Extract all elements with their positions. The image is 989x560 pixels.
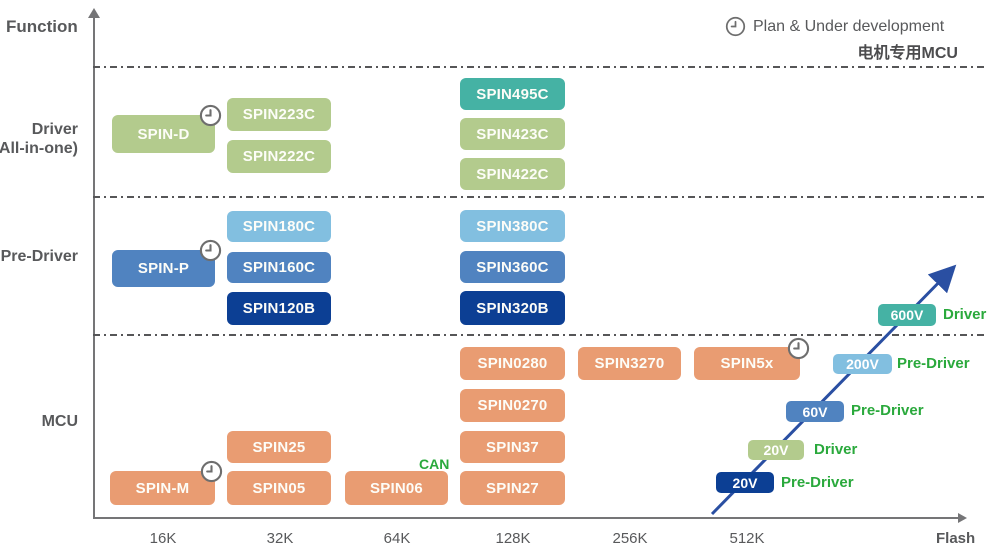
voltage-chip-60v-predriver: 60V [786,401,844,422]
product-box-spin222c: SPIN222C [227,140,331,173]
product-box-spin-m: SPIN-M [110,471,215,505]
x-axis-line [93,517,961,519]
voltage-role-200v-predriver: Pre-Driver [897,355,970,372]
product-box-spin180c: SPIN180C [227,211,331,242]
x-tick-512k: 512K [729,530,765,547]
y-axis-title: Function [6,17,78,36]
x-tick-64k: 64K [383,530,411,547]
row-label-predriver: Pre-Driver [0,248,78,265]
row-label-driver: Driver (All-in-one) [0,120,78,158]
can-tag: CAN [419,456,450,472]
product-box-spin05: SPIN05 [227,471,331,505]
product-box-spin3270: SPIN3270 [578,347,681,380]
x-tick-32k: 32K [266,530,294,547]
product-box-spin360c: SPIN360C [460,251,565,283]
clock-icon-spin-d [199,104,222,127]
x-tick-16k: 16K [149,530,177,547]
x-tick-256k: 256K [612,530,648,547]
row-label-mcu: MCU [41,413,78,430]
cn-subtitle: 电机专用MCU [857,45,958,62]
plan-legend-text: Plan & Under development [753,17,945,35]
product-box-spin-p: SPIN-P [112,250,215,287]
voltage-role-20v-predriver: Pre-Driver [781,474,854,491]
x-tick-128k: 128K [495,530,531,547]
product-box-spin495c: SPIN495C [460,78,565,110]
product-box-spin25: SPIN25 [227,431,331,463]
row-separator-1 [93,66,986,68]
product-box-spin37: SPIN37 [460,431,565,463]
row-label-driver-line1: Driver [31,121,78,138]
product-box-spin-d: SPIN-D [112,115,215,153]
voltage-chip-20v-driver: 20V [748,440,804,460]
row-separator-3 [93,334,986,336]
clock-icon-spin-m [200,460,223,483]
voltage-role-60v-predriver: Pre-Driver [851,402,924,419]
plan-legend: Plan & Under development [725,16,944,37]
x-axis-title: Flash [936,530,976,547]
product-box-spin0270: SPIN0270 [460,389,565,422]
voltage-chip-20v-predriver: 20V [716,472,774,493]
product-box-spin160c: SPIN160C [227,252,331,283]
product-box-spin223c: SPIN223C [227,98,331,131]
product-box-spin0280: SPIN0280 [460,347,565,380]
clock-icon-spin-p [199,239,222,262]
voltage-role-600v-driver: Driver [943,306,987,323]
product-box-spin120b: SPIN120B [227,292,331,325]
x-axis-arrow-icon [958,513,967,523]
product-box-spin422c: SPIN422C [460,158,565,190]
row-separator-2 [93,196,986,198]
product-box-spin423c: SPIN423C [460,118,565,150]
clock-icon-spin5x [787,337,810,360]
clock-icon [725,16,746,37]
product-box-spin320b: SPIN320B [460,291,565,325]
y-axis-line [93,16,95,519]
product-box-spin5x: SPIN5x [694,347,800,380]
product-box-spin380c: SPIN380C [460,210,565,242]
product-box-spin06: SPIN06 [345,471,448,505]
voltage-role-20v-driver: Driver [814,441,858,458]
product-box-spin27: SPIN27 [460,471,565,505]
voltage-chip-200v-predriver: 200V [833,354,892,374]
y-axis-arrow-icon [88,8,100,18]
voltage-chip-600v-driver: 600V [878,304,936,326]
row-label-driver-line2: (All-in-one) [0,140,78,157]
